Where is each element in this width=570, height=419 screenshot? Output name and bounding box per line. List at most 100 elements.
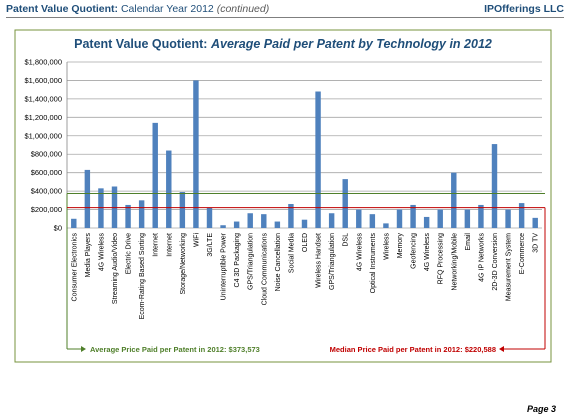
bar <box>247 213 253 228</box>
x-tick-label: Uninterruptible Power <box>221 232 228 300</box>
header-title-bold: Patent Value Quotient: <box>6 3 119 15</box>
chart-title: Patent Value Quotient: Average Paid per … <box>74 37 492 51</box>
reference-name: Average Price Paid per Patent in 2012: <box>90 345 226 354</box>
x-tick-label: 3G/LTE <box>207 233 214 257</box>
x-tick-label: OLED <box>302 233 309 252</box>
x-tick-label: 2D-3D Conversion <box>492 233 499 291</box>
bar <box>396 209 403 228</box>
bar <box>491 144 498 228</box>
y-tick-label: $600,000 <box>31 168 62 177</box>
x-tick-label: Networking/Mobile <box>451 233 458 291</box>
chart-title-italic: Average Paid per Patent by Technology in… <box>210 37 492 51</box>
company-name: IPOfferings LLC <box>484 3 564 15</box>
bar <box>193 80 199 228</box>
bar <box>505 209 511 228</box>
x-tick-label: 4G IP Networks <box>478 233 485 282</box>
x-tick-label: GPS/Triangulation <box>329 233 336 290</box>
x-tick-label: WiFi <box>193 233 200 247</box>
y-tick-label: $800,000 <box>31 150 62 159</box>
bar <box>423 216 430 228</box>
x-tick-label: Ecom-Rating Based Sorting <box>139 233 146 319</box>
bar <box>383 223 389 228</box>
y-tick-label: $1,800,000 <box>24 58 62 67</box>
x-tick-label: Wireless <box>383 233 390 260</box>
bar <box>369 214 376 228</box>
y-tick-label: $1,000,000 <box>24 131 62 140</box>
y-tick-label: $0 <box>54 224 62 233</box>
page-header: Patent Value Quotient: Calendar Year 201… <box>6 3 564 18</box>
bar <box>342 179 348 228</box>
bar <box>220 225 226 228</box>
bar <box>301 219 308 228</box>
reference-name: Median Price Paid per Patent in 2012: <box>330 345 463 354</box>
x-tick-label: DSL <box>343 233 350 247</box>
bar <box>288 204 294 228</box>
bar <box>328 213 335 228</box>
bar <box>356 209 362 228</box>
bar <box>233 221 240 228</box>
reference-label: Average Price Paid per Patent in 2012: $… <box>90 345 260 354</box>
bar <box>84 169 91 228</box>
bar <box>410 204 416 228</box>
bar <box>437 209 443 228</box>
bar <box>532 217 538 228</box>
chart-title-bold: Patent Value Quotient: <box>74 37 207 51</box>
page-number: Page 3 <box>526 404 556 414</box>
bar <box>464 209 471 228</box>
x-tick-label: Social Media <box>288 233 295 273</box>
bar <box>518 203 525 228</box>
bar <box>125 204 131 228</box>
bar <box>138 200 145 228</box>
header-title-rest: Calendar Year 2012 <box>120 3 214 15</box>
bar <box>261 214 267 228</box>
y-tick-label: $1,200,000 <box>24 113 62 122</box>
bar <box>179 192 186 228</box>
x-tick-label: 4G Wireless <box>424 233 431 272</box>
bar <box>451 172 457 228</box>
x-tick-label: Streaming Audio/Video <box>112 233 119 304</box>
x-tick-label: Internet <box>153 233 160 257</box>
y-tick-label: $1,400,000 <box>24 94 62 103</box>
x-tick-label: Electric Drive <box>126 233 133 274</box>
x-tick-label: Noise Cancellation <box>275 233 282 291</box>
x-tick-label: Geofencing <box>411 233 418 269</box>
x-tick-label: Optical Instruments <box>370 233 377 294</box>
bar <box>206 207 213 228</box>
x-tick-label: Email <box>465 233 472 251</box>
x-tick-label: Internet <box>166 233 173 257</box>
bar <box>71 218 77 228</box>
x-tick-label: Consumer Electronics <box>71 233 78 302</box>
x-tick-label: C4 3D Packaging <box>234 233 241 288</box>
bar <box>98 188 104 228</box>
x-tick-label: Measurement System <box>506 233 513 301</box>
x-tick-label: E-Commerce <box>519 233 526 274</box>
bar <box>274 221 281 228</box>
header-title-note: (continued) <box>216 3 270 15</box>
chart-frame <box>14 29 552 363</box>
bar <box>152 122 158 228</box>
x-tick-label: Storage/Networking <box>180 233 187 295</box>
x-tick-label: 4G Wireless <box>356 233 363 272</box>
x-tick-label: GPS/Triangulation <box>248 233 255 290</box>
x-tick-label: 4G Wireless <box>98 233 105 272</box>
x-tick-label: 3D TV <box>533 233 540 253</box>
y-tick-label: $1,600,000 <box>24 76 62 85</box>
x-tick-label: Cloud Communications <box>261 233 268 306</box>
arrow-head <box>81 346 86 352</box>
bar <box>315 91 321 228</box>
bar <box>478 204 484 228</box>
reference-value: $220,588 <box>465 345 496 354</box>
reference-value: $373,573 <box>229 345 260 354</box>
reference-label: Median Price Paid per Patent in 2012: $2… <box>330 345 496 354</box>
arrow-head <box>499 346 504 352</box>
y-tick-label: $200,000 <box>31 205 62 214</box>
x-tick-label: Media Players <box>85 233 92 278</box>
header-title: Patent Value Quotient: Calendar Year 201… <box>6 3 269 15</box>
bar <box>166 150 172 228</box>
x-tick-label: RFQ Processing <box>438 233 445 284</box>
y-tick-label: $400,000 <box>31 187 62 196</box>
x-tick-label: Memory <box>397 233 404 259</box>
x-tick-label: Wireless Handset <box>316 233 323 288</box>
